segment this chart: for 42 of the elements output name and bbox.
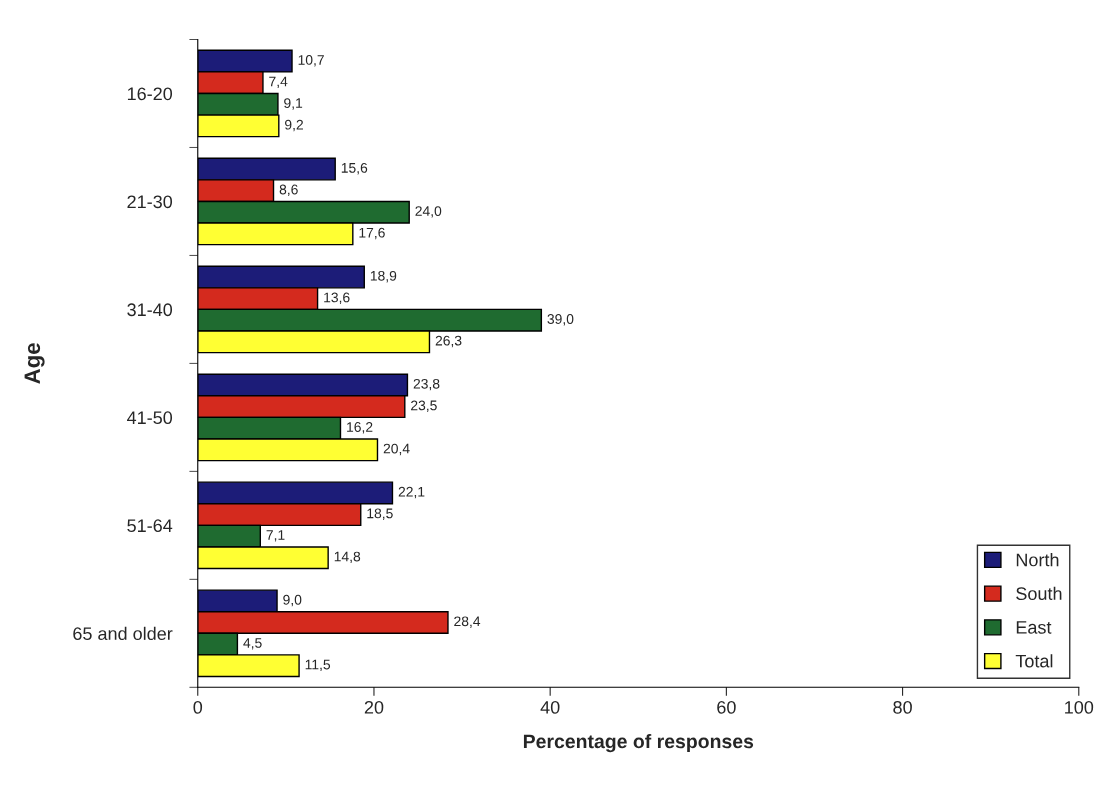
x-tick-label: 60 (717, 700, 736, 714)
data-label: 9,1 (284, 98, 303, 110)
data-label: 18,5 (367, 508, 393, 520)
x-tick-label: 40 (540, 700, 560, 714)
y-tick-label: 51-64 (127, 519, 173, 533)
data-label: 14,8 (334, 551, 361, 564)
data-label: 7,1 (266, 530, 285, 542)
x-tick-label: 20 (364, 700, 384, 714)
data-label: 4,5 (243, 638, 262, 650)
legend-label: East (1016, 621, 1052, 634)
y-tick-label: 16-20 (127, 87, 173, 101)
data-label: 26,3 (435, 335, 462, 348)
data-label: 39,0 (547, 314, 574, 326)
data-label: 23,5 (411, 400, 437, 412)
legend-label: Total (1015, 654, 1053, 668)
x-tick-label: 80 (893, 700, 912, 714)
data-label: 24,0 (415, 206, 442, 218)
legend-label: South (1016, 586, 1062, 601)
x-tick-label: 100 (1065, 700, 1094, 714)
data-label: 8,6 (279, 184, 298, 197)
data-label: 28,4 (454, 616, 481, 628)
data-label: 9,2 (285, 119, 303, 132)
x-axis-title: Percentage of responses (523, 733, 754, 753)
data-label: 17,6 (359, 227, 385, 240)
data-label: 18,9 (370, 270, 397, 283)
data-label: 9,0 (283, 594, 302, 607)
y-tick-label: 21-30 (127, 195, 173, 209)
data-label: 10,7 (298, 54, 324, 67)
data-label: 7,4 (269, 76, 288, 89)
legend-label: North (1016, 553, 1059, 567)
y-axis-title: Age (24, 343, 45, 384)
x-tick-label: 0 (193, 700, 203, 714)
data-label: 15,6 (341, 162, 368, 175)
data-label: 23,8 (413, 378, 440, 391)
data-label: 20,4 (383, 443, 410, 456)
y-tick-label: 31-40 (127, 303, 173, 317)
y-tick-label: 41-50 (127, 411, 173, 425)
data-label: 13,6 (324, 292, 350, 304)
data-label: 16,2 (347, 422, 373, 434)
data-label: 22,1 (398, 486, 425, 499)
data-label: 11,5 (305, 659, 331, 672)
y-tick-label: 65 and older (73, 626, 173, 641)
